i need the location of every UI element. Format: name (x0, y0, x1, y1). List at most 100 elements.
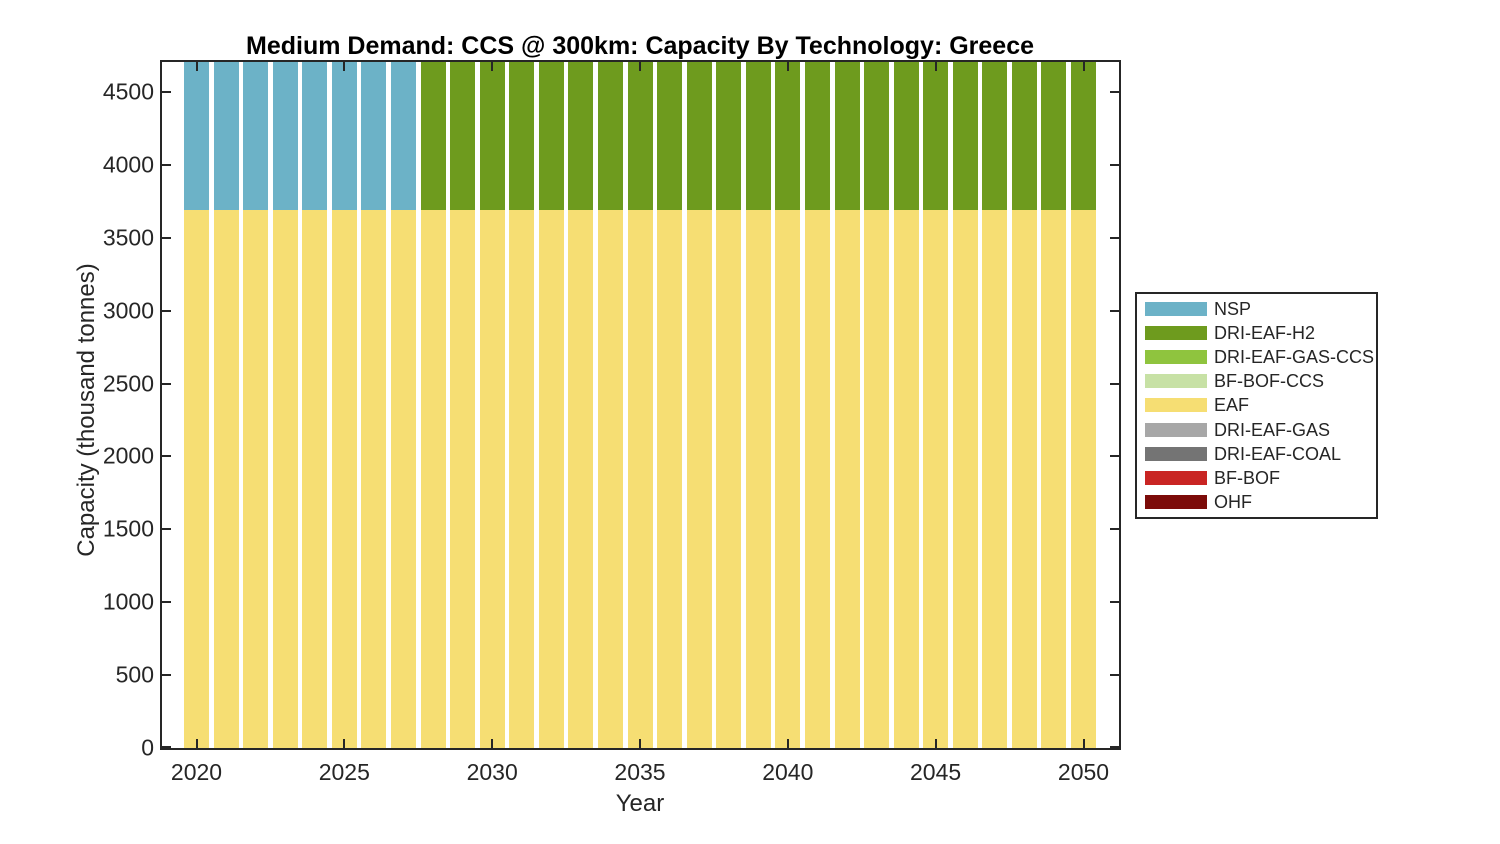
bar-2043 (864, 62, 889, 748)
legend-label: OHF (1214, 491, 1252, 512)
x-tick-label: 2040 (762, 759, 814, 785)
bar-2031 (509, 62, 535, 748)
legend-swatch (1145, 350, 1207, 365)
x-tick-label: 2025 (318, 759, 370, 785)
x-tick-mark (934, 739, 937, 748)
x-tick-mark-top (1082, 62, 1085, 71)
legend-label: BF-BOF (1214, 467, 1280, 488)
y-tick-label: 1500 (102, 515, 154, 542)
legend-swatch (1145, 446, 1207, 461)
bar-2045 (923, 62, 949, 748)
legend-swatch (1145, 374, 1207, 389)
x-tick-mark-top (786, 62, 789, 71)
y-tick-label: 4000 (102, 151, 154, 178)
legend-label: EAF (1214, 395, 1250, 416)
bar-2024 (302, 62, 328, 748)
bar-2020 (184, 62, 209, 748)
x-tick-mark-top (195, 62, 198, 71)
x-tick-mark (491, 739, 494, 748)
legend-item-ohf: OHF (1137, 491, 1376, 513)
y-tick-mark-right (1110, 746, 1119, 748)
bar-segment-eaf (1011, 210, 1037, 748)
plot-border (160, 60, 1121, 750)
legend-swatch (1145, 398, 1207, 413)
bar-2027 (391, 62, 416, 748)
legend-item-dri-eaf-gas-ccs: DRI-EAF-GAS-CCS (1137, 346, 1376, 368)
bar-segment-eaf (509, 210, 535, 748)
bar-segment-eaf (627, 210, 653, 748)
bar-2035 (627, 62, 653, 748)
bar-2032 (538, 62, 564, 748)
bar-segment-eaf (1041, 210, 1067, 748)
legend-label: BF-BOF-CCS (1214, 371, 1324, 392)
y-tick-mark-right (1110, 601, 1119, 604)
bar-segment-dri-eaf-h2 (923, 62, 949, 210)
x-tick-mark-top (934, 62, 937, 71)
legend-item-eaf: EAF (1137, 394, 1376, 416)
bar-2040 (775, 62, 801, 748)
chart-title: Medium Demand: CCS @ 300km: Capacity By … (245, 32, 1035, 60)
x-tick-mark (195, 739, 198, 748)
bar-segment-eaf (745, 210, 771, 748)
y-tick-label: 3000 (102, 297, 154, 324)
bar-segment-eaf (213, 210, 239, 748)
bar-segment-eaf (775, 210, 801, 748)
bar-segment-dri-eaf-h2 (864, 62, 889, 210)
x-tick-mark-top (343, 62, 346, 71)
bar-segment-dri-eaf-h2 (627, 62, 653, 210)
bar-segment-eaf (331, 210, 357, 748)
bar-2050 (1071, 62, 1096, 748)
bar-segment-eaf (893, 210, 919, 748)
legend-swatch (1145, 302, 1207, 317)
bar-segment-nsp (391, 62, 416, 210)
bar-2042 (834, 62, 860, 748)
legend-label: DRI-EAF-GAS-CCS (1214, 347, 1375, 368)
bar-2030 (479, 62, 505, 748)
bar-segment-nsp (184, 62, 209, 210)
y-tick-mark-right (1110, 674, 1119, 677)
x-axis-label: Year (615, 790, 665, 817)
bar-segment-eaf (804, 210, 830, 748)
bar-segment-dri-eaf-h2 (568, 62, 594, 210)
bar-2046 (952, 62, 978, 748)
y-tick-mark (162, 455, 171, 458)
y-tick-mark (162, 528, 171, 531)
y-tick-mark (162, 236, 171, 239)
bar-2034 (597, 62, 623, 748)
y-tick-label: 500 (115, 661, 154, 688)
bar-2038 (716, 62, 742, 748)
bar-segment-dri-eaf-h2 (745, 62, 771, 210)
bar-segment-eaf (686, 210, 712, 748)
bar-2039 (745, 62, 771, 748)
bar-segment-dri-eaf-h2 (509, 62, 535, 210)
bar-segment-dri-eaf-h2 (952, 62, 978, 210)
bar-segment-eaf (952, 210, 978, 748)
bar-2049 (1041, 62, 1067, 748)
bar-segment-dri-eaf-h2 (804, 62, 830, 210)
y-tick-mark-right (1110, 528, 1119, 531)
bar-2036 (657, 62, 683, 748)
y-tick-mark (162, 601, 171, 604)
bar-segment-dri-eaf-h2 (893, 62, 919, 210)
bar-segment-eaf (568, 210, 594, 748)
bar-segment-eaf (597, 210, 623, 748)
x-tick-label: 2020 (170, 759, 223, 785)
bar-segment-dri-eaf-h2 (686, 62, 712, 210)
bar-2041 (804, 62, 830, 748)
bar-segment-nsp (243, 62, 269, 210)
bar-2044 (893, 62, 919, 748)
plot-area (162, 62, 1119, 748)
bar-segment-eaf (184, 210, 209, 748)
bar-segment-nsp (361, 62, 387, 210)
legend-swatch (1145, 326, 1207, 341)
bar-2048 (1011, 62, 1037, 748)
bar-2026 (361, 62, 387, 748)
y-tick-mark (162, 309, 171, 312)
y-tick-label: 2500 (102, 370, 154, 396)
bar-segment-nsp (331, 62, 357, 210)
bar-2028 (420, 62, 446, 748)
x-tick-mark (639, 739, 641, 748)
bar-segment-dri-eaf-h2 (1011, 62, 1037, 210)
bar-segment-eaf (864, 210, 889, 748)
